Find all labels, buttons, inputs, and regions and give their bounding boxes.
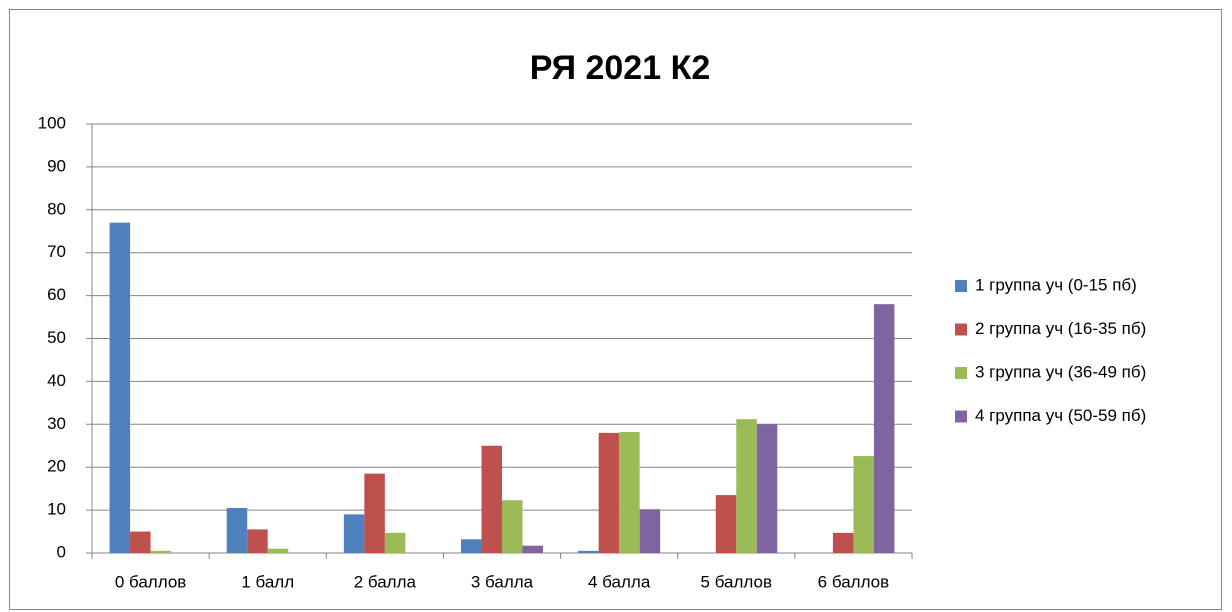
legend-label: 4 группа уч (50-59 пб) [975, 406, 1146, 425]
x-tick-label: 0 баллов [115, 572, 187, 591]
y-tick-label: 80 [47, 199, 66, 218]
bar [578, 550, 599, 553]
bar [109, 222, 131, 554]
legend-swatch [955, 323, 967, 336]
y-tick-label: 70 [47, 242, 66, 261]
bar [150, 550, 172, 553]
y-tick-label: 0 [57, 542, 66, 561]
x-tick-label: 5 баллов [701, 572, 773, 591]
y-tick-label: 100 [38, 113, 66, 132]
legend-swatch [955, 280, 967, 292]
bar [364, 473, 385, 553]
chart-title: РЯ 2021 К2 [530, 49, 710, 87]
bar [639, 509, 661, 553]
bar [384, 532, 406, 553]
legend-label: 1 группа уч (0-15 пб) [975, 275, 1137, 294]
bar [853, 456, 874, 553]
legend-label: 2 группа уч (16-35 пб) [975, 319, 1146, 338]
bar [736, 419, 757, 553]
bar [481, 445, 502, 553]
legend-swatch [955, 367, 967, 379]
x-tick-label: 3 балла [471, 572, 534, 591]
x-tick-label: 2 балла [354, 572, 417, 591]
bar [715, 495, 737, 553]
bar [832, 532, 854, 553]
bar [226, 507, 248, 553]
y-tick-label: 30 [47, 414, 66, 433]
legend-label: 3 группа уч (36-49 пб) [975, 362, 1146, 381]
y-tick-label: 40 [47, 371, 66, 390]
bar [502, 500, 523, 553]
x-tick-label: 6 баллов [818, 572, 890, 591]
bar [267, 548, 289, 553]
bar [130, 531, 151, 553]
bar [247, 529, 268, 553]
bar [756, 424, 778, 553]
legend-swatch [955, 410, 967, 423]
x-tick-label: 4 балла [588, 572, 651, 591]
y-tick-label: 60 [47, 285, 66, 304]
bar [343, 514, 365, 553]
bar [522, 545, 543, 553]
y-tick-label: 20 [47, 457, 66, 476]
bar [873, 304, 895, 553]
x-tick-label: 1 балл [241, 572, 294, 591]
bar [619, 432, 640, 553]
y-tick-label: 10 [47, 500, 66, 519]
y-tick-label: 90 [47, 156, 66, 175]
y-tick-label: 50 [47, 328, 66, 347]
bar [598, 432, 620, 553]
bar [461, 539, 482, 553]
